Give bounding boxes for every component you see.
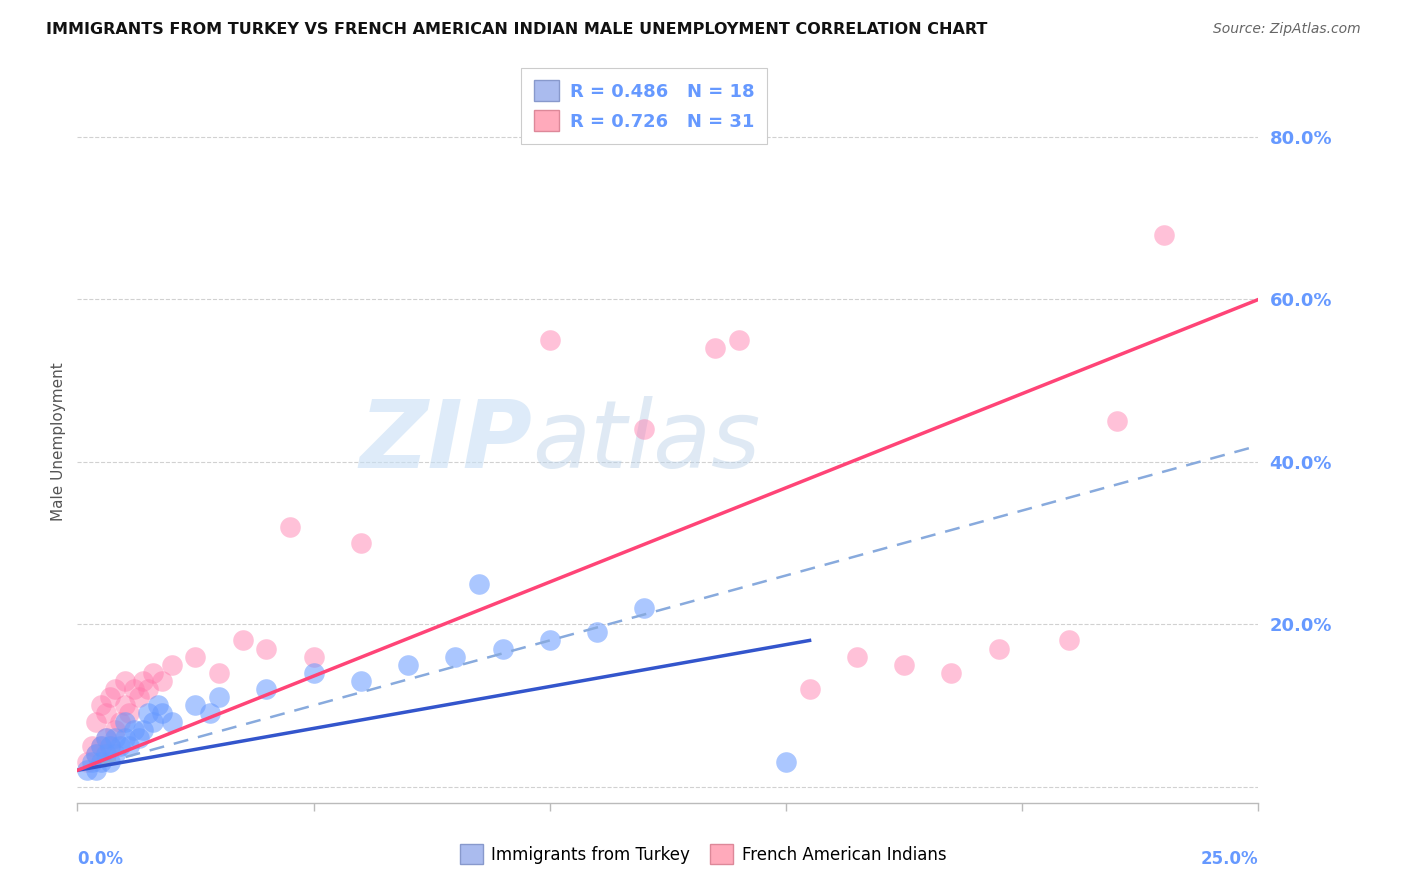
Point (941, 665, 963, 680)
Point (122, 723, 145, 737)
Point (104, 731, 127, 745)
Text: ZIP: ZIP (359, 395, 531, 488)
Text: Source: ZipAtlas.com: Source: ZipAtlas.com (1213, 22, 1361, 37)
Point (94, 747, 117, 761)
Point (350, 536, 373, 550)
Text: IMMIGRANTS FROM TURKEY VS FRENCH AMERICAN INDIAN MALE UNEMPLOYMENT CORRELATION C: IMMIGRANTS FROM TURKEY VS FRENCH AMERICA… (46, 22, 988, 37)
Point (1059, 633, 1081, 648)
Point (128, 690, 150, 705)
Point (208, 665, 231, 680)
Point (538, 633, 561, 648)
Point (633, 422, 655, 436)
Point (118, 706, 141, 721)
Point (160, 657, 183, 672)
Point (114, 714, 136, 729)
Point (80, 739, 103, 753)
Text: atlas: atlas (531, 396, 761, 487)
Point (94, 731, 117, 745)
Point (845, 649, 868, 664)
Legend: R = 0.486   N = 18, R = 0.726   N = 31: R = 0.486 N = 18, R = 0.726 N = 31 (522, 68, 768, 144)
Point (108, 714, 131, 729)
Point (278, 520, 301, 534)
Point (118, 739, 141, 753)
Point (1105, 414, 1128, 428)
Point (100, 739, 122, 753)
Point (100, 755, 122, 769)
Point (136, 682, 159, 697)
Point (132, 673, 155, 688)
Point (90, 739, 112, 753)
Point (76, 764, 98, 778)
Point (160, 714, 183, 729)
Point (208, 690, 231, 705)
Point (100, 690, 122, 705)
Point (114, 731, 136, 745)
Point (727, 333, 749, 347)
Point (90, 755, 112, 769)
Point (538, 333, 561, 347)
Point (146, 698, 169, 713)
Point (104, 682, 127, 697)
Point (104, 747, 127, 761)
Point (104, 723, 127, 737)
Point (94, 706, 117, 721)
Y-axis label: Male Unemployment: Male Unemployment (51, 362, 66, 521)
Point (142, 714, 165, 729)
Point (1153, 227, 1175, 242)
Point (893, 657, 915, 672)
Point (491, 641, 513, 656)
Point (633, 601, 655, 615)
Point (80, 755, 103, 769)
Point (254, 682, 277, 697)
Point (150, 706, 173, 721)
Point (90, 739, 112, 753)
Point (775, 755, 797, 769)
Point (302, 649, 325, 664)
Point (84, 747, 107, 761)
Point (108, 739, 131, 753)
Point (444, 649, 467, 664)
Point (184, 698, 207, 713)
Point (76, 755, 98, 769)
Point (586, 625, 609, 640)
Point (302, 665, 325, 680)
Point (84, 764, 107, 778)
Point (84, 714, 107, 729)
Point (84, 747, 107, 761)
Point (987, 641, 1010, 656)
Point (128, 731, 150, 745)
Point (704, 341, 727, 355)
Point (114, 673, 136, 688)
Legend: Immigrants from Turkey, French American Indians: Immigrants from Turkey, French American … (453, 838, 953, 871)
Point (136, 706, 159, 721)
Point (142, 665, 165, 680)
Point (184, 649, 207, 664)
Point (198, 706, 221, 721)
Point (254, 641, 277, 656)
Text: 0.0%: 0.0% (77, 850, 124, 868)
Point (396, 657, 419, 672)
Point (100, 739, 122, 753)
Point (150, 673, 173, 688)
Text: 25.0%: 25.0% (1201, 850, 1258, 868)
Point (114, 698, 136, 713)
Point (122, 682, 145, 697)
Point (94, 731, 117, 745)
Point (90, 698, 112, 713)
Point (350, 673, 373, 688)
Point (468, 576, 491, 591)
Point (132, 723, 155, 737)
Point (799, 682, 821, 697)
Point (232, 633, 254, 648)
